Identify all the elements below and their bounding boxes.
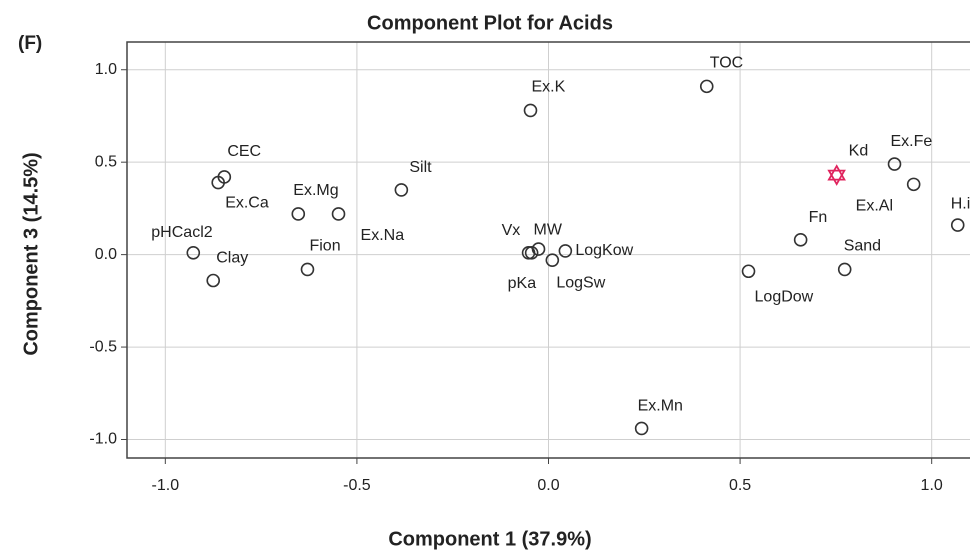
point-label: Ex.Al	[856, 198, 893, 215]
point-label: Ex.Mn	[638, 398, 683, 415]
y-axis-label: Component 3 (14.5%)	[20, 152, 42, 355]
point	[950, 218, 965, 232]
point-label: LogSw	[556, 274, 605, 291]
y-tick-label: 0.0	[95, 246, 117, 263]
point-label: Silt	[409, 159, 432, 176]
point-label: Ex.K	[531, 79, 565, 96]
point-label: Clay	[216, 250, 248, 267]
point-label: LogDow	[755, 288, 814, 305]
x-axis-label: Component 1 (37.9%)	[388, 528, 591, 550]
point	[837, 262, 852, 277]
point-label: Ex.Na	[361, 227, 405, 244]
point-label: CEC	[227, 143, 261, 160]
y-tick-label: 1.0	[95, 61, 117, 78]
point	[300, 262, 315, 277]
point	[291, 207, 306, 221]
point	[887, 157, 902, 171]
highlight-point	[827, 164, 846, 186]
point-label: Ex.Fe	[891, 133, 933, 150]
point	[206, 273, 221, 288]
point	[793, 233, 808, 247]
point-label: pKa	[508, 275, 537, 292]
y-tick-label: -1.0	[89, 431, 117, 448]
plot-frame	[126, 41, 970, 459]
point	[741, 264, 756, 279]
x-tick-label: -1.0	[152, 477, 180, 494]
point-label: pHCacl2	[151, 224, 212, 241]
star-part	[827, 164, 846, 181]
point-label: Fn	[809, 209, 828, 226]
point	[699, 79, 714, 94]
point-label: H.ion	[951, 195, 970, 212]
point-label: Fion	[309, 238, 340, 255]
x-tick-label: -0.5	[343, 477, 371, 494]
point	[524, 245, 539, 260]
point	[331, 207, 346, 221]
x-tick-label: 0.0	[537, 477, 559, 494]
panel-label: (F)	[18, 33, 42, 54]
point-label: LogKow	[575, 242, 633, 259]
point-label: Kd	[849, 142, 869, 159]
star-part	[827, 169, 846, 186]
point	[545, 253, 560, 267]
point-label: TOC	[710, 55, 743, 72]
y-tick-label: 0.5	[95, 153, 117, 170]
chart-title: Component Plot for Acids	[367, 12, 613, 34]
point-label: Vx	[502, 222, 521, 239]
point	[394, 183, 409, 197]
point	[531, 242, 546, 256]
point-label: Ex.Mg	[293, 182, 338, 199]
point	[558, 244, 573, 258]
point	[523, 103, 538, 118]
point	[186, 245, 201, 260]
y-tick-label: -0.5	[89, 338, 117, 355]
point	[211, 175, 225, 190]
point-label: MW	[534, 221, 563, 238]
x-tick-label: 0.5	[729, 477, 751, 494]
point	[634, 421, 649, 436]
point-label: Ex.Ca	[225, 195, 269, 212]
x-tick-label: 1.0	[921, 477, 943, 494]
point	[906, 177, 921, 192]
point-label: Sand	[844, 238, 881, 255]
